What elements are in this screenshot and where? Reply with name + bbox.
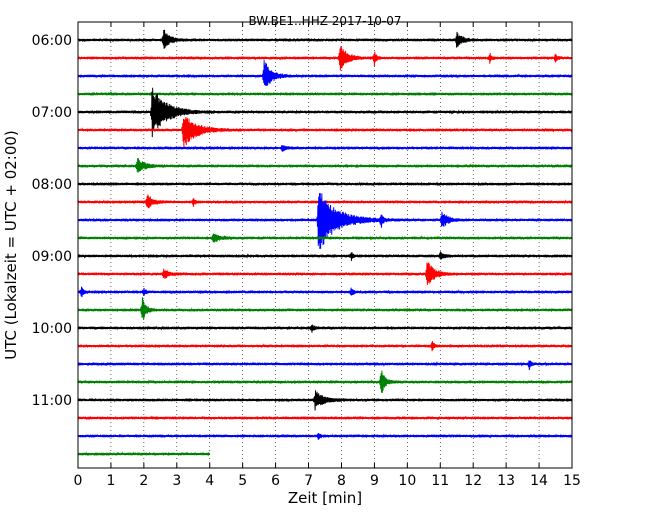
trace-0800 xyxy=(77,181,573,187)
trace-0715 xyxy=(77,117,573,149)
x-tick-label: 5 xyxy=(238,473,247,489)
x-tick-label: 2 xyxy=(139,473,148,489)
x-tick-label: 1 xyxy=(106,473,115,489)
seismic-traces xyxy=(77,29,573,457)
trace-0700 xyxy=(77,87,573,138)
x-tick-label: 11 xyxy=(431,473,449,489)
x-tick-label: 10 xyxy=(398,473,416,489)
trace-1115 xyxy=(77,415,573,421)
y-axis-ticks: 06:00 07:00 08:00 09:00 10:00 11:00 xyxy=(32,33,572,409)
x-axis-label: Zeit [min] xyxy=(288,489,362,507)
trace-0730 xyxy=(77,145,573,152)
trace-0645 xyxy=(77,91,573,97)
trace-0815 xyxy=(77,194,573,209)
trace-0915 xyxy=(77,262,573,286)
trace-1145 xyxy=(77,451,211,457)
trace-1000 xyxy=(77,324,573,333)
x-tick-label: 12 xyxy=(464,473,482,489)
x-tick-label: 4 xyxy=(205,473,214,489)
x-tick-label: 7 xyxy=(304,473,313,489)
x-tick-label: 15 xyxy=(563,473,581,489)
trace-1100 xyxy=(77,390,573,411)
y-tick-label: 07:00 xyxy=(32,105,72,121)
trace-0615 xyxy=(77,46,573,71)
x-tick-label: 6 xyxy=(271,473,280,489)
trace-0945 xyxy=(77,297,573,320)
trace-1045 xyxy=(77,370,573,394)
y-tick-label: 10:00 xyxy=(32,321,72,337)
x-tick-label: 13 xyxy=(497,473,515,489)
trace-0845 xyxy=(77,233,573,243)
trace-0830 xyxy=(77,193,573,249)
chart-title: BW.BE1..HHZ 2017-10-07 xyxy=(248,14,401,28)
x-axis-ticks: 0 1 2 3 4 5 6 7 8 9 10 11 12 13 14 15 xyxy=(74,22,581,489)
y-tick-label: 09:00 xyxy=(32,249,72,265)
x-tick-label: 8 xyxy=(337,473,346,489)
y-tick-label: 11:00 xyxy=(32,393,72,409)
y-tick-label: 06:00 xyxy=(32,33,72,49)
y-tick-label: 08:00 xyxy=(32,177,72,193)
trace-0630 xyxy=(77,60,573,86)
plot-frame xyxy=(77,21,573,469)
x-tick-label: 3 xyxy=(172,473,181,489)
trace-1030 xyxy=(77,360,573,371)
trace-0930 xyxy=(77,286,573,298)
x-tick-label: 14 xyxy=(530,473,548,489)
trace-1130 xyxy=(77,433,573,440)
trace-1015 xyxy=(77,341,573,352)
x-tick-label: 9 xyxy=(370,473,379,489)
x-tick-label: 0 xyxy=(74,473,83,489)
trace-0900 xyxy=(77,251,573,261)
y-axis-label: UTC (Lokalzeit = UTC + 02:00) xyxy=(2,130,20,360)
trace-0745 xyxy=(77,158,573,173)
trace-0600 xyxy=(77,29,573,49)
